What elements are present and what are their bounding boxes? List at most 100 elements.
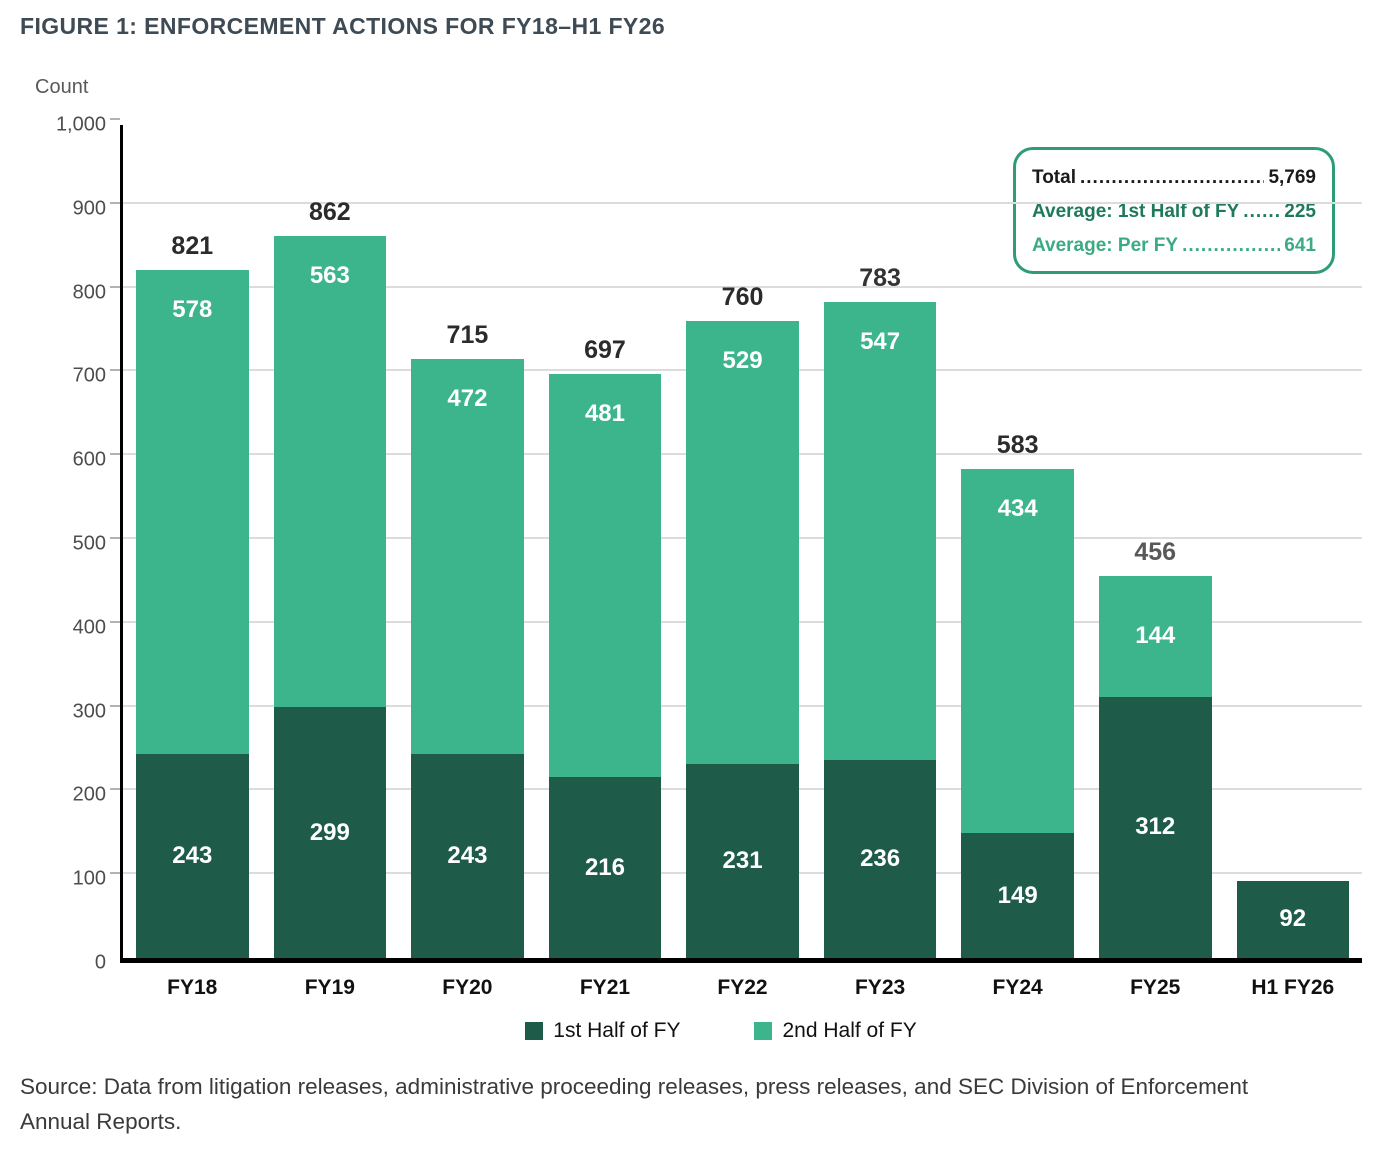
first-half-swatch-icon	[525, 1022, 544, 1040]
segment-value-label: 231	[722, 847, 763, 875]
bar-fy19: 862 563 299	[273, 197, 387, 958]
bars-container: 821 578 243 862 563 299 715 472 243 697 481 216 760 5…	[123, 125, 1362, 958]
stat-total-leader-dots: ....................................	[1079, 167, 1264, 188]
stat-avg-first-half-leader-dots: ............	[1243, 200, 1281, 222]
segment-first-half: 312	[1098, 696, 1212, 958]
segment-second-half: 578	[136, 270, 249, 755]
figure-page: FIGURE 1: ENFORCEMENT ACTIONS FOR FY18–H…	[20, 13, 1362, 1134]
bar-total-label: 760	[721, 283, 764, 312]
bar-fy21: 697 481 216	[548, 335, 662, 958]
x-axis: FY18 FY19 FY20 FY21 FY22 FY23 FY24 FY25 H1 FY26	[20, 976, 1362, 1000]
segment-value-label: 243	[172, 842, 213, 870]
segment-value-label: 481	[584, 399, 625, 427]
segment-value-label: 144	[1135, 622, 1176, 650]
segment-value-label: 312	[1135, 813, 1176, 841]
chart-legend: 1st Half of FY 2nd Half of FY	[80, 1019, 1362, 1043]
second-half-swatch-icon	[754, 1022, 773, 1040]
y-tick-mark	[110, 872, 120, 875]
segment-second-half: 481	[548, 373, 662, 777]
stat-total-line: Total ..................................…	[1032, 161, 1316, 195]
x-label-fy21: FY21	[579, 976, 631, 999]
stat-avg-per-fy-leader-dots: .........................	[1182, 234, 1280, 256]
segment-value-label: 299	[309, 818, 350, 846]
segment-value-label: 149	[997, 881, 1038, 909]
y-tick-mark	[110, 453, 120, 456]
legend-label-second-half: 2nd Half of FY	[782, 1019, 917, 1042]
y-tick-mark	[110, 620, 120, 623]
y-tick-label: 700	[72, 364, 106, 387]
bar-total-label: 862	[308, 197, 351, 226]
segment-first-half: 243	[411, 754, 524, 958]
segment-value-label: 529	[722, 347, 763, 375]
y-tick-label: 300	[72, 700, 106, 723]
segment-value-label: 236	[860, 845, 901, 873]
segment-second-half: 529	[686, 321, 799, 765]
bar-h1-fy26: 92	[1236, 880, 1350, 958]
segment-first-half: 149	[961, 833, 1074, 958]
stat-total-label: Total	[1032, 167, 1076, 188]
y-tick-label: 600	[72, 448, 106, 471]
x-label-fy19: FY19	[304, 976, 355, 999]
x-axis-labels: FY18 FY19 FY20 FY21 FY22 FY23 FY24 FY25 H1 FY26	[123, 976, 1362, 1000]
y-tick-label: 900	[72, 197, 106, 220]
stat-avg-per-fy-line: Average: Per FY ........................…	[1032, 229, 1316, 263]
gridline	[123, 285, 1362, 288]
bar-total-label: 715	[446, 320, 489, 349]
segment-first-half: 216	[548, 777, 662, 958]
x-label-fy18: FY18	[167, 976, 218, 999]
x-label-h1-fy26: H1 FY26	[1251, 976, 1335, 999]
x-label-fy24: FY24	[992, 976, 1043, 999]
segment-first-half: 236	[823, 760, 937, 958]
segment-value-label: 243	[447, 842, 488, 870]
y-tick-mark	[110, 704, 120, 707]
y-tick-mark	[110, 118, 120, 120]
segment-second-half: 144	[1098, 575, 1212, 697]
segment-second-half: 547	[823, 301, 937, 761]
legend-item-first-half: 1st Half of FY	[525, 1019, 680, 1043]
chart-area: 0 100 200 300 400 500 600 700 800 900 1,000 Total …	[20, 114, 1362, 974]
figure-title: FIGURE 1: ENFORCEMENT ACTIONS FOR FY18–H…	[20, 13, 666, 39]
bar-fy20: 715 472 243	[411, 321, 524, 958]
summary-stats-box: Total ..................................…	[1013, 147, 1335, 275]
stat-avg-per-fy-value: 641	[1284, 234, 1316, 256]
bar-total-label: 821	[171, 232, 214, 261]
y-tick-label: 800	[72, 281, 106, 304]
stat-avg-first-half-value: 225	[1284, 200, 1316, 222]
y-tick-mark	[110, 537, 120, 539]
stat-total-value: 5,769	[1268, 167, 1316, 188]
x-label-fy20: FY20	[442, 976, 493, 999]
segment-value-label: 563	[309, 261, 350, 289]
segment-value-label: 578	[172, 296, 213, 324]
segment-first-half: 92	[1236, 880, 1350, 958]
bar-total-label: 697	[584, 335, 626, 364]
y-tick-label: 100	[72, 867, 106, 890]
x-label-fy23: FY23	[854, 976, 906, 999]
y-tick-mark	[110, 369, 120, 372]
segment-value-label: 472	[447, 384, 488, 412]
y-tick-mark	[110, 788, 120, 791]
bar-total-label: 456	[1134, 537, 1177, 566]
y-tick-label: 500	[72, 532, 106, 555]
segment-value-label: 547	[860, 327, 901, 355]
stat-avg-first-half-line: Average: 1st Half of FY ............ 225	[1032, 195, 1316, 229]
bar-fy22: 760 529 231	[686, 283, 799, 958]
segment-value-label: 216	[584, 853, 625, 881]
bar-fy18: 821 578 243	[136, 232, 249, 958]
segment-second-half: 563	[273, 235, 387, 708]
y-tick-label: 1,000	[55, 113, 106, 136]
x-axis-spacer	[20, 976, 123, 1000]
segment-first-half: 299	[273, 707, 387, 958]
legend-label-first-half: 1st Half of FY	[553, 1019, 681, 1042]
bar-fy25: 456 144 312	[1098, 537, 1212, 958]
stat-avg-per-fy-label: Average: Per FY	[1032, 234, 1179, 256]
segment-value-label: 92	[1279, 905, 1307, 933]
bar-total-label: 783	[859, 263, 901, 292]
segment-second-half: 434	[961, 469, 1074, 834]
y-tick-mark	[110, 285, 120, 288]
y-tick-label: 200	[72, 783, 106, 806]
x-label-fy25: FY25	[1130, 976, 1181, 999]
gridline	[123, 201, 1362, 204]
y-tick-label: 0	[94, 951, 106, 974]
segment-first-half: 231	[686, 764, 799, 958]
y-axis: 0 100 200 300 400 500 600 700 800 900 1,000	[20, 114, 106, 974]
